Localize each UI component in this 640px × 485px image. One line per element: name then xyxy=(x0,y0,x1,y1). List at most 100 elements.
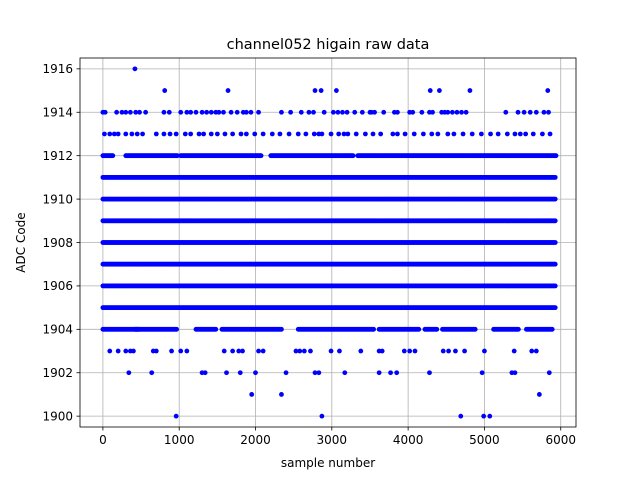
data-point xyxy=(256,348,261,354)
data-point xyxy=(201,131,207,137)
data-point xyxy=(546,109,551,115)
data-point xyxy=(298,109,304,115)
data-point xyxy=(230,348,236,354)
data-point xyxy=(419,109,425,115)
data-point xyxy=(260,131,266,137)
data-point xyxy=(249,392,255,397)
data-point xyxy=(312,370,318,376)
x-axis-label: sample number xyxy=(281,456,375,470)
data-point xyxy=(149,370,155,376)
x-tick-label: 0 xyxy=(99,433,107,447)
data-point xyxy=(552,196,558,202)
data-point xyxy=(188,109,194,115)
data-point xyxy=(234,109,240,115)
x-tick-label: 3000 xyxy=(317,433,348,447)
data-point xyxy=(552,305,558,311)
data-point xyxy=(221,109,226,115)
x-tick-label: 2000 xyxy=(240,433,271,447)
data-point xyxy=(395,109,400,115)
data-point xyxy=(379,348,385,354)
data-point xyxy=(512,131,518,137)
data-point xyxy=(115,348,121,354)
data-point xyxy=(330,109,336,115)
data-point xyxy=(440,348,446,354)
data-point xyxy=(221,348,227,354)
data-point xyxy=(107,131,113,137)
data-point xyxy=(395,131,400,137)
data-point xyxy=(126,370,132,376)
data-point xyxy=(467,88,473,93)
data-point xyxy=(319,131,325,137)
data-point xyxy=(204,109,210,115)
data-point xyxy=(225,88,231,93)
data-point xyxy=(479,370,485,376)
data-point xyxy=(161,131,167,137)
data-point xyxy=(328,348,334,354)
data-point xyxy=(429,131,435,137)
data-point xyxy=(430,109,435,115)
data-point xyxy=(545,88,551,93)
data-point xyxy=(102,109,108,115)
data-point xyxy=(173,131,179,137)
data-point xyxy=(202,370,208,376)
x-tick-label: 5000 xyxy=(469,433,500,447)
data-point xyxy=(390,131,396,137)
data-point xyxy=(372,109,377,115)
data-point xyxy=(411,131,417,137)
data-point xyxy=(248,109,254,115)
data-point xyxy=(523,131,529,137)
data-point xyxy=(162,88,168,93)
data-point xyxy=(481,413,487,419)
data-point xyxy=(188,131,194,137)
data-point xyxy=(161,109,167,115)
data-point xyxy=(335,109,341,115)
data-point xyxy=(169,348,174,354)
data-point xyxy=(238,131,244,137)
data-point xyxy=(445,131,451,137)
y-tick-label: 1908 xyxy=(42,236,73,250)
data-point xyxy=(328,131,334,137)
data-point xyxy=(196,131,202,137)
data-point xyxy=(353,131,359,137)
data-point xyxy=(311,131,317,137)
data-point xyxy=(462,348,467,354)
data-point xyxy=(312,88,318,93)
data-point xyxy=(511,348,517,354)
data-point xyxy=(178,109,184,115)
data-point xyxy=(174,326,180,332)
data-point xyxy=(530,131,536,137)
data-point xyxy=(230,131,236,137)
data-point xyxy=(279,392,284,397)
data-point xyxy=(293,348,299,354)
data-point xyxy=(277,131,283,137)
data-point xyxy=(515,326,521,332)
data-point xyxy=(224,370,229,376)
data-point xyxy=(129,131,135,137)
data-point xyxy=(167,131,173,137)
data-point xyxy=(199,109,205,115)
data-point xyxy=(458,413,464,419)
data-point xyxy=(487,413,493,419)
data-point xyxy=(521,109,527,115)
data-point xyxy=(228,109,234,115)
data-point xyxy=(504,131,510,137)
y-tick-label: 1912 xyxy=(42,149,73,163)
data-point xyxy=(553,153,559,159)
data-point xyxy=(427,88,433,93)
data-point xyxy=(469,131,475,137)
chart-title: channel052 higain raw data xyxy=(227,37,430,53)
data-point xyxy=(253,370,258,376)
data-point xyxy=(127,109,133,115)
data-point xyxy=(123,348,129,354)
data-point xyxy=(140,131,145,137)
data-point xyxy=(132,66,138,72)
data-point xyxy=(260,348,266,354)
data-point xyxy=(420,131,426,137)
data-point xyxy=(547,131,553,137)
data-point xyxy=(451,131,457,137)
data-point xyxy=(311,109,316,115)
data-point xyxy=(134,131,140,137)
data-point xyxy=(488,131,493,137)
data-point xyxy=(303,131,309,137)
